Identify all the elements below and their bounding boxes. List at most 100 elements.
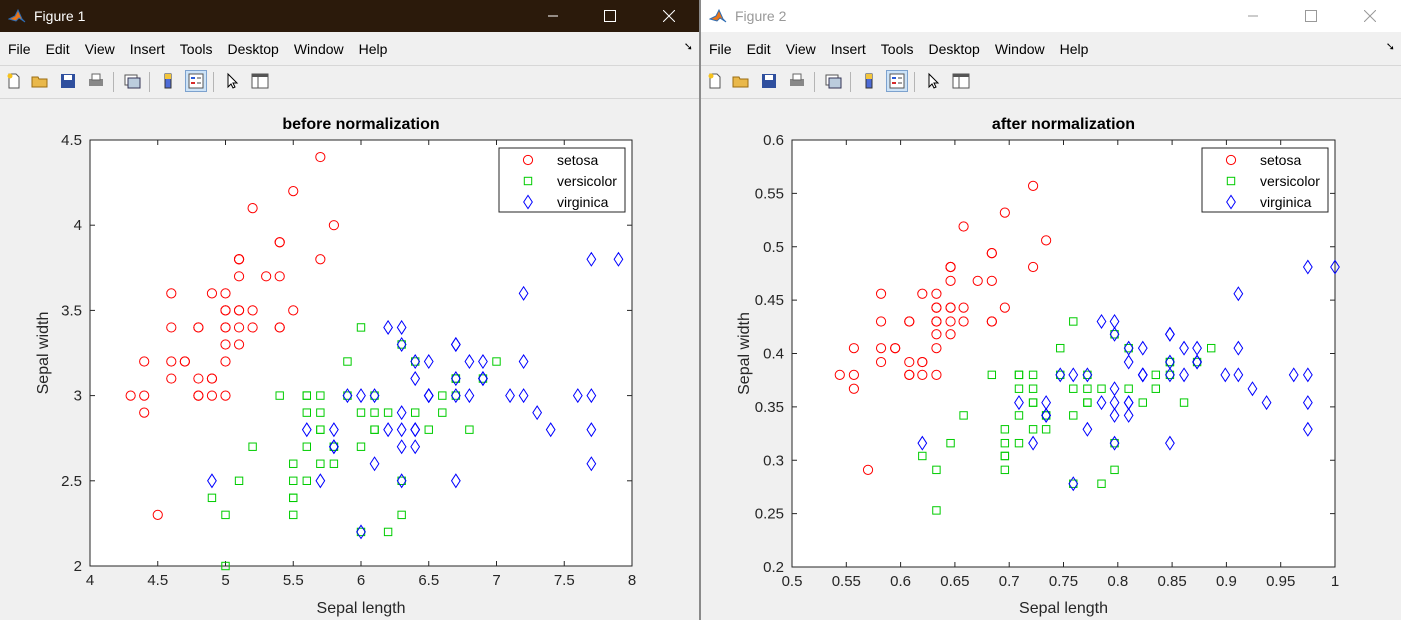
menu-file[interactable]: File	[709, 41, 732, 57]
menu-tools[interactable]: Tools	[179, 41, 213, 57]
menu-edit[interactable]: Edit	[746, 41, 771, 57]
dock-arrow-icon[interactable]: ➘	[1385, 41, 1395, 53]
data-point-virginica	[396, 473, 407, 489]
maximize-button[interactable]	[1288, 0, 1334, 32]
data-point-versicolor	[289, 493, 298, 503]
data-point-setosa	[233, 322, 245, 333]
scatter-plot-after-normalization[interactable]: after normalization Sepal length Sepal w…	[701, 100, 1401, 620]
open-file-button[interactable]	[29, 70, 51, 92]
data-point-virginica	[1179, 367, 1189, 383]
legend-marker-versicolor	[1226, 176, 1236, 186]
menu-view[interactable]: View	[785, 41, 816, 57]
data-point-virginica	[1109, 313, 1120, 329]
data-point-virginica	[396, 319, 407, 335]
legend-label-virginica: virginica	[557, 194, 609, 210]
data-point-virginica	[1233, 286, 1244, 302]
y-tick-label: 0.5	[763, 239, 784, 256]
data-point-virginica	[478, 371, 488, 387]
data-point-versicolor	[329, 459, 339, 468]
data-point-setosa	[179, 356, 190, 367]
data-point-setosa	[274, 237, 285, 248]
minimize-button[interactable]	[530, 0, 576, 32]
y-axis-label: Sepal width	[35, 312, 52, 395]
legend-icon	[188, 73, 204, 89]
legend[interactable]: setosa versicolor virginica	[1201, 147, 1329, 213]
legend[interactable]: setosa versicolor virginica	[498, 147, 626, 213]
menu-window[interactable]: Window	[293, 41, 344, 57]
link-plot-button[interactable]	[822, 70, 844, 92]
menu-desktop[interactable]: Desktop	[227, 41, 279, 57]
data-point-versicolor	[411, 408, 420, 417]
menu-view[interactable]: View	[84, 41, 115, 57]
data-point-virginica	[1165, 367, 1175, 383]
data-point-versicolor	[302, 391, 312, 400]
minimize-button[interactable]	[1230, 0, 1276, 32]
data-point-versicolor	[1028, 384, 1038, 393]
data-point-setosa	[904, 369, 915, 380]
data-point-versicolor	[316, 459, 325, 468]
dock-arrow-icon[interactable]: ➘	[683, 41, 693, 53]
close-button[interactable]	[646, 0, 692, 32]
open-file-button[interactable]	[730, 70, 752, 92]
window-title: Figure 2	[735, 8, 787, 24]
menu-edit[interactable]: Edit	[45, 41, 70, 57]
insert-legend-button[interactable]	[185, 70, 207, 92]
link-plot-button[interactable]	[121, 70, 143, 92]
minimize-icon	[1248, 15, 1258, 17]
data-point-versicolor	[1014, 384, 1024, 393]
close-icon	[1364, 10, 1376, 22]
menu-tools[interactable]: Tools	[880, 41, 914, 57]
data-point-virginica	[207, 473, 217, 489]
menu-help[interactable]: Help	[358, 41, 388, 57]
data-point-setosa	[972, 275, 983, 287]
menu-insert[interactable]: Insert	[129, 41, 165, 57]
data-point-virginica	[356, 388, 366, 404]
property-panel-icon	[251, 73, 269, 89]
title-bar[interactable]: Figure 1	[0, 0, 699, 32]
data-point-virginica	[1041, 407, 1052, 423]
data-point-virginica	[572, 388, 583, 404]
menu-window[interactable]: Window	[994, 41, 1045, 57]
menu-file[interactable]: File	[8, 41, 31, 57]
data-point-setosa	[206, 288, 218, 299]
data-point-virginica	[1165, 435, 1175, 451]
print-button[interactable]	[786, 70, 808, 92]
figure-1-window: Figure 1 File Edit View Insert Tools Des…	[0, 0, 699, 620]
data-point-setosa	[233, 339, 245, 350]
new-figure-button[interactable]	[3, 70, 25, 92]
pointer-arrow-icon	[227, 72, 239, 89]
data-point-virginica	[383, 319, 393, 335]
data-point-virginica	[410, 439, 421, 455]
data-point-setosa	[958, 316, 969, 327]
save-button[interactable]	[57, 70, 79, 92]
data-point-virginica	[586, 456, 597, 472]
new-file-icon	[7, 73, 20, 89]
menu-help[interactable]: Help	[1059, 41, 1089, 57]
maximize-button[interactable]	[587, 0, 633, 32]
insert-legend-button[interactable]	[886, 70, 908, 92]
title-bar[interactable]: Figure 2	[701, 0, 1401, 32]
property-editor-button[interactable]	[249, 70, 271, 92]
scatter-plot-before-normalization[interactable]: before normalization Sepal length Sepal …	[0, 100, 699, 620]
insert-colorbar-button[interactable]	[858, 70, 880, 92]
y-tick-label: 0.2	[763, 559, 784, 576]
data-point-setosa	[986, 275, 997, 287]
x-axis-label: Sepal length	[317, 600, 406, 617]
edit-plot-button[interactable]	[922, 70, 944, 92]
data-point-setosa	[247, 322, 258, 333]
print-button[interactable]	[85, 70, 107, 92]
new-figure-button[interactable]	[704, 70, 726, 92]
close-button[interactable]	[1347, 0, 1393, 32]
menu-insert[interactable]: Insert	[830, 41, 866, 57]
save-button[interactable]	[758, 70, 780, 92]
data-point-setosa	[220, 288, 231, 299]
data-point-setosa	[931, 329, 942, 340]
data-point-versicolor	[1069, 411, 1078, 420]
legend-label-setosa: setosa	[1260, 152, 1301, 168]
edit-plot-button[interactable]	[221, 70, 243, 92]
insert-colorbar-button[interactable]	[157, 70, 179, 92]
menu-desktop[interactable]: Desktop	[928, 41, 980, 57]
data-point-setosa	[206, 373, 218, 384]
data-point-setosa	[999, 302, 1010, 313]
property-editor-button[interactable]	[950, 70, 972, 92]
